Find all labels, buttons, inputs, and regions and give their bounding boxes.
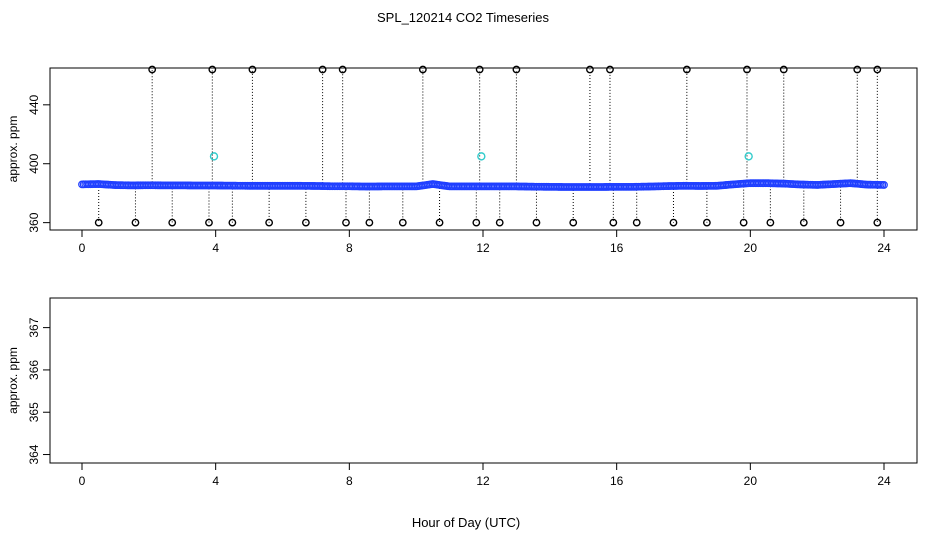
- spike-point-high: [148, 65, 157, 74]
- spike-point-high: [512, 65, 521, 74]
- y-axis: 360 400 440: [27, 94, 50, 233]
- spike-point-high: [779, 65, 788, 74]
- y-axis: 364 365 366 367: [27, 317, 50, 465]
- baseline-points: [78, 179, 888, 191]
- spike-point-high: [475, 65, 484, 74]
- spike-point-low: [495, 218, 504, 227]
- spike-point-low: [365, 218, 374, 227]
- x-tick-label: 16: [610, 474, 624, 488]
- spike-point-low: [632, 218, 641, 227]
- spike-point-high: [682, 65, 691, 74]
- spike-point-low: [532, 218, 541, 227]
- spike-point-low: [398, 218, 407, 227]
- spike-lines: [98, 69, 878, 223]
- x-axis: 0 4 8 12 16 20 24: [79, 230, 891, 255]
- spike-point-low: [799, 218, 808, 227]
- y-tick-label: 400: [27, 153, 41, 173]
- spike-point-low: [702, 218, 711, 227]
- mid-point: [744, 152, 753, 161]
- spike-markers: [94, 65, 882, 227]
- x-axis: 0 4 8 12 16 20 24: [79, 463, 891, 488]
- y-tick-label: 360: [27, 212, 41, 232]
- spike-point-low: [669, 218, 678, 227]
- spike-point-low: [609, 218, 618, 227]
- x-tick-label: 0: [79, 241, 86, 255]
- x-tick-label: 4: [212, 241, 219, 255]
- top-panel: 0 4 8 12 16 20 24 360 400 440 approx. ppm: [6, 65, 918, 255]
- spike-point-low: [228, 218, 237, 227]
- y-tick-label: 365: [27, 402, 41, 422]
- data-point: [880, 181, 888, 189]
- y-axis-label: approx. ppm: [6, 347, 20, 414]
- spike-point-low: [301, 218, 310, 227]
- mid-point: [477, 152, 486, 161]
- y-axis-label: approx. ppm: [6, 116, 20, 183]
- y-tick-label: 364: [27, 444, 41, 464]
- spike-point-low: [873, 218, 882, 227]
- x-axis-label: Hour of Day (UTC): [412, 515, 520, 530]
- x-tick-label: 20: [744, 474, 758, 488]
- spike-point-high: [606, 65, 614, 74]
- x-tick-label: 8: [346, 474, 353, 488]
- spike-point-high: [873, 65, 882, 74]
- spike-point-low: [766, 218, 775, 227]
- spike-point-low: [836, 218, 845, 227]
- spike-point-high: [208, 65, 217, 74]
- spike-point-low: [168, 218, 177, 227]
- spike-point-low: [435, 218, 444, 227]
- y-tick-label: 367: [27, 317, 41, 337]
- x-tick-label: 24: [877, 241, 891, 255]
- spike-point-low: [739, 218, 748, 227]
- x-tick-label: 4: [212, 474, 219, 488]
- plot-frame: [49, 297, 918, 464]
- spike-point-low: [205, 218, 213, 227]
- y-tick-label: 366: [27, 360, 41, 380]
- spike-point-high: [418, 65, 427, 74]
- x-tick-label: 20: [744, 241, 758, 255]
- y-tick-label: 440: [27, 94, 41, 114]
- spike-point-low: [94, 218, 103, 227]
- x-tick-label: 12: [476, 241, 490, 255]
- spike-point-high: [248, 65, 257, 74]
- x-tick-label: 0: [79, 474, 86, 488]
- spike-point-high: [853, 65, 862, 74]
- x-tick-label: 16: [610, 241, 624, 255]
- x-tick-label: 12: [476, 474, 490, 488]
- x-tick-label: 24: [877, 474, 891, 488]
- spike-point-low: [265, 218, 274, 227]
- spike-point-high: [586, 65, 594, 74]
- spike-point-low: [472, 218, 481, 227]
- spike-point-low: [131, 218, 140, 227]
- spike-point-high: [318, 65, 327, 74]
- spike-point-high: [338, 65, 347, 74]
- spike-point-low: [342, 218, 350, 227]
- mid-point: [209, 152, 219, 161]
- chart-title: SPL_120214 CO2 Timeseries: [377, 10, 549, 25]
- spike-point-high: [743, 65, 751, 74]
- spike-point-low: [569, 218, 578, 227]
- plot-frame: [49, 67, 918, 231]
- x-tick-label: 8: [346, 241, 353, 255]
